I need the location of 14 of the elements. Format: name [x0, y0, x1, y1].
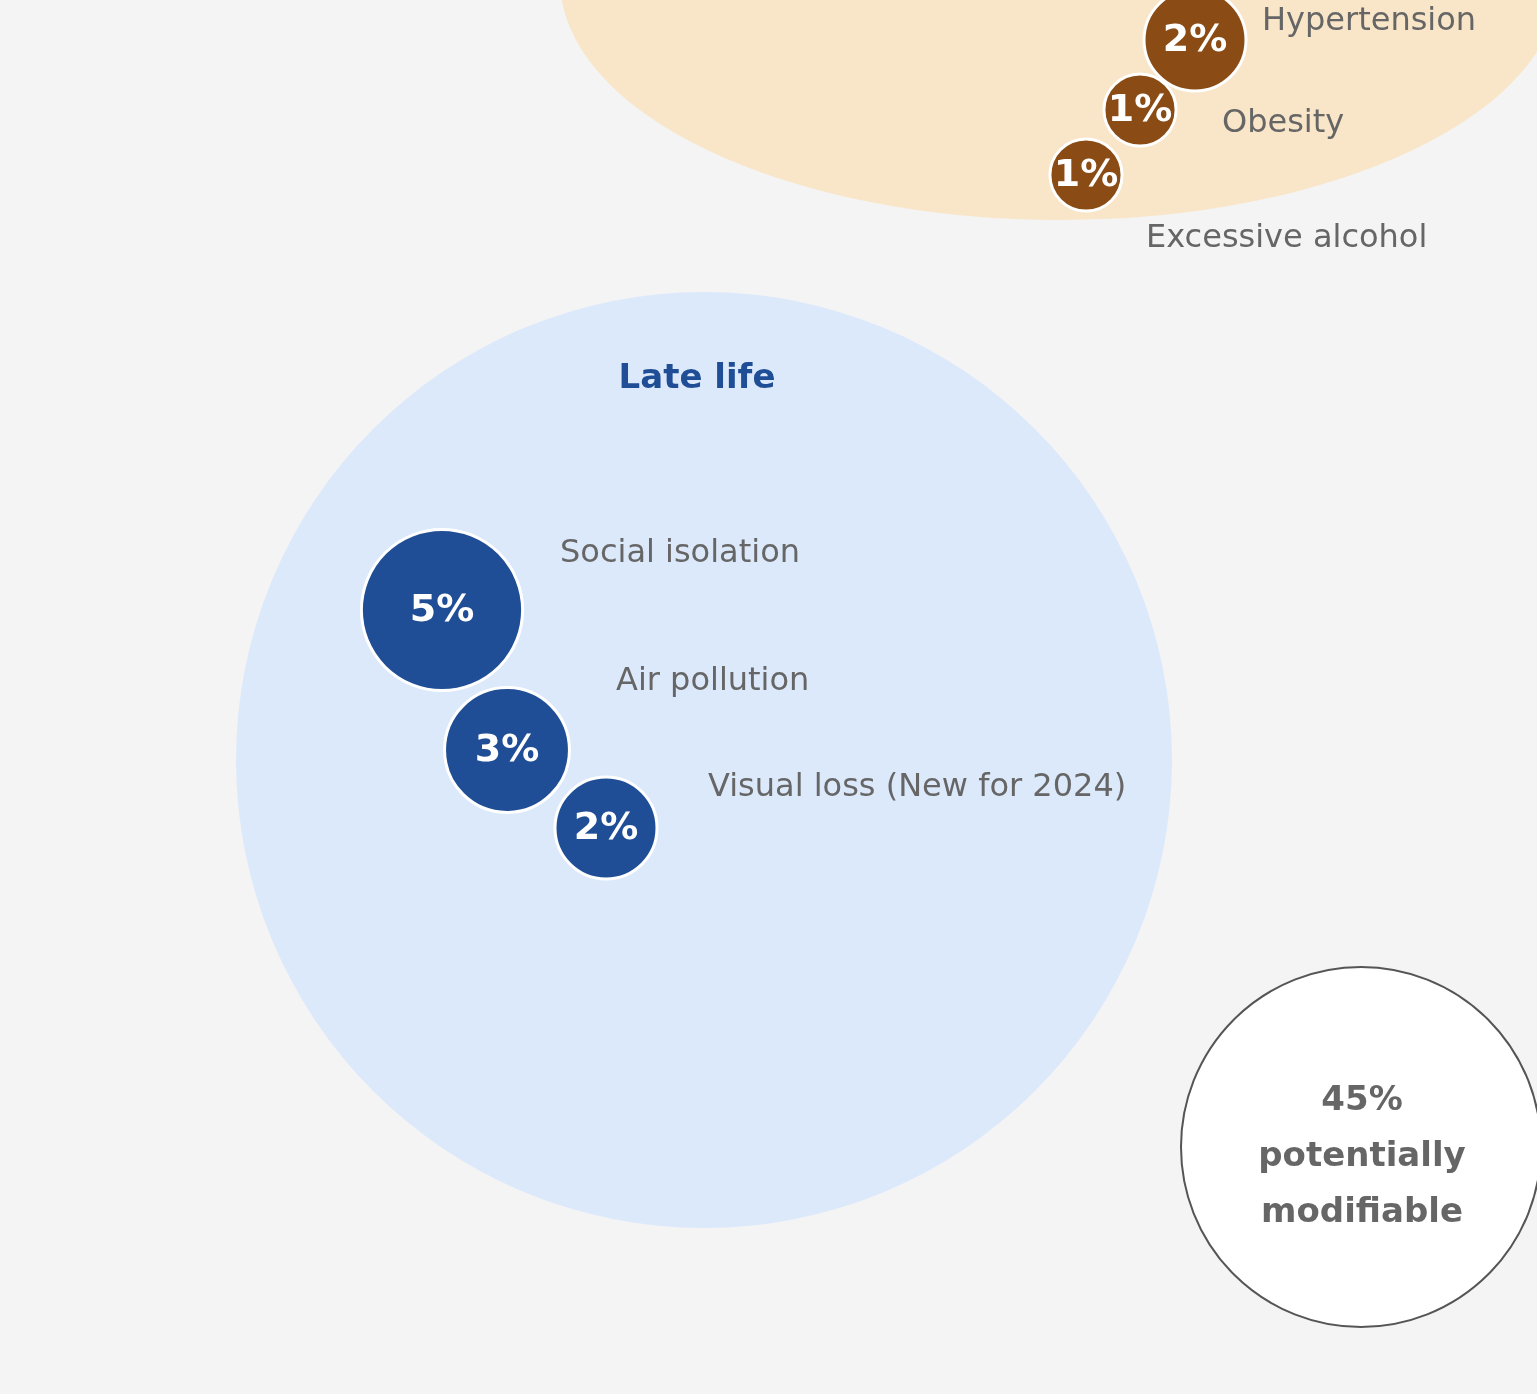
data-label: 5% [409, 586, 475, 630]
category-label: Hypertension [1262, 0, 1477, 38]
category-label: Social isolation [560, 532, 800, 570]
category-label: Visual loss (New for 2024) [708, 766, 1127, 804]
category-label: Air pollution [616, 660, 810, 698]
data-label: 3% [474, 726, 540, 770]
category-label: Obesity [1222, 102, 1345, 140]
category-label: Excessive alcohol [1146, 217, 1428, 255]
text: 45% potentially modifiable [1258, 1078, 1466, 1230]
data-label: 2% [1162, 16, 1228, 60]
data-label: 1% [1053, 151, 1119, 195]
data-label: 2% [573, 804, 639, 848]
data-label: 1% [1107, 86, 1173, 130]
text: Late life [618, 356, 776, 396]
